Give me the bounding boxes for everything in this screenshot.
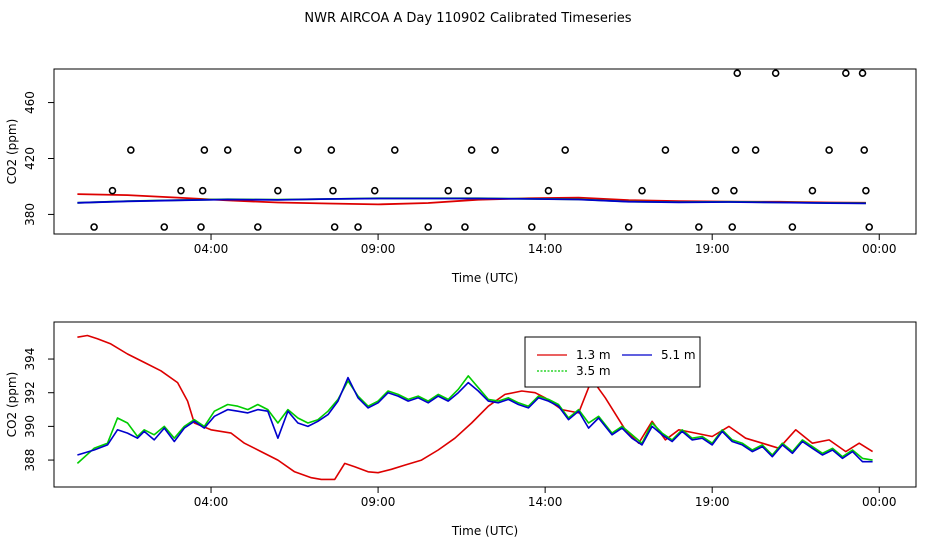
x-tick-label: 04:00 bbox=[194, 242, 229, 256]
data-point bbox=[177, 186, 185, 195]
data-point bbox=[461, 223, 469, 231]
data-point bbox=[424, 223, 433, 231]
legend: 1.3 m 5.1 m 3.5 m bbox=[524, 336, 701, 388]
x-tick-label: 19:00 bbox=[695, 495, 730, 509]
data-point bbox=[198, 186, 207, 195]
x-tick-label: 00:00 bbox=[862, 495, 897, 509]
x-tick-label: 00:00 bbox=[862, 242, 897, 256]
data-point bbox=[200, 146, 209, 154]
plot-frame bbox=[53, 321, 917, 488]
x-tick-label: 04:00 bbox=[194, 495, 229, 509]
series-line-13mm bbox=[77, 334, 874, 481]
data-point bbox=[730, 186, 738, 195]
y-tick-label: 392 bbox=[23, 381, 37, 404]
legend-entry: 5.1 m bbox=[661, 348, 696, 362]
data-point bbox=[728, 223, 737, 231]
data-point bbox=[223, 146, 232, 154]
x-tick-label: 09:00 bbox=[361, 242, 396, 256]
data-point bbox=[108, 186, 117, 195]
data-point bbox=[491, 146, 499, 154]
data-point bbox=[329, 186, 337, 195]
data-point bbox=[751, 146, 760, 154]
data-point bbox=[624, 223, 633, 231]
data-point bbox=[860, 146, 869, 154]
legend-box bbox=[524, 336, 701, 388]
data-point bbox=[862, 186, 870, 195]
data-point bbox=[638, 186, 646, 195]
data-point bbox=[808, 186, 817, 195]
data-point bbox=[127, 146, 135, 154]
y-tick-label: 380 bbox=[23, 203, 37, 226]
y-tick-label: 388 bbox=[23, 449, 37, 472]
data-point bbox=[370, 186, 379, 195]
x-tick-label: 14:00 bbox=[528, 495, 563, 509]
data-point bbox=[865, 223, 874, 231]
plot-frame bbox=[53, 68, 917, 235]
data-point bbox=[842, 69, 850, 77]
x-axis-label: Time (UTC) bbox=[451, 271, 518, 285]
data-point bbox=[274, 186, 282, 195]
data-point bbox=[711, 186, 720, 195]
series-line-51mm bbox=[77, 376, 873, 463]
data-point bbox=[354, 223, 362, 231]
data-point bbox=[330, 223, 339, 231]
data-point bbox=[825, 146, 833, 154]
data-point bbox=[90, 223, 98, 231]
data-point bbox=[695, 223, 703, 231]
data-point bbox=[197, 223, 205, 231]
data-point bbox=[464, 186, 473, 195]
data-point bbox=[527, 223, 536, 231]
x-tick-label: 09:00 bbox=[361, 495, 396, 509]
data-point bbox=[294, 146, 302, 154]
data-point bbox=[788, 223, 797, 231]
y-tick-label: 394 bbox=[23, 348, 37, 371]
legend-entry: 1.3 m bbox=[576, 348, 611, 362]
data-point bbox=[390, 146, 399, 154]
data-point bbox=[771, 69, 780, 77]
data-point bbox=[254, 223, 262, 231]
profile-panel: 04:00 09:00 14:00 19:00 00:00 388 390 392 394 Tim… bbox=[5, 321, 917, 538]
y-axis-label: CO2 (ppm) bbox=[5, 119, 19, 185]
data-point bbox=[327, 146, 336, 154]
data-point bbox=[467, 146, 476, 154]
data-point bbox=[858, 69, 867, 77]
y-tick-label: 460 bbox=[23, 91, 37, 114]
y-tick-label: 390 bbox=[23, 415, 37, 438]
series-line-51mm bbox=[77, 197, 866, 205]
data-point bbox=[733, 69, 742, 77]
y-tick-label: 420 bbox=[23, 147, 37, 170]
x-tick-label: 19:00 bbox=[695, 242, 730, 256]
data-point bbox=[731, 146, 740, 154]
data-point bbox=[544, 186, 553, 195]
chart-title: NWR AIRCOA A Day 110902 Calibrated Times… bbox=[304, 11, 631, 26]
legend-entry: 3.5 m bbox=[576, 364, 611, 378]
x-axis-label: Time (UTC) bbox=[451, 524, 518, 538]
data-point bbox=[444, 186, 453, 195]
data-point bbox=[561, 146, 569, 154]
y-axis-label: CO2 (ppm) bbox=[5, 372, 19, 438]
data-point bbox=[661, 146, 670, 154]
data-point bbox=[160, 223, 169, 231]
series-line-35mm bbox=[76, 375, 873, 464]
x-tick-label: 14:00 bbox=[528, 242, 563, 256]
flags-panel: 04:00 09:00 14:00 19:00 00:00 380 420 460 Time (… bbox=[5, 68, 917, 285]
